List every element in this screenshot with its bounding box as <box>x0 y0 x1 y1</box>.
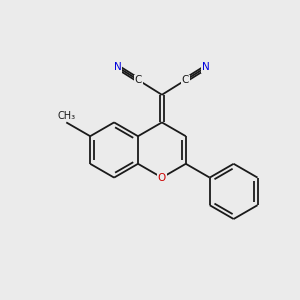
Text: N: N <box>114 62 122 72</box>
Text: C: C <box>182 75 189 85</box>
Text: C: C <box>135 75 142 85</box>
Text: N: N <box>202 62 210 72</box>
Text: O: O <box>158 172 166 183</box>
Text: CH₃: CH₃ <box>57 111 75 121</box>
